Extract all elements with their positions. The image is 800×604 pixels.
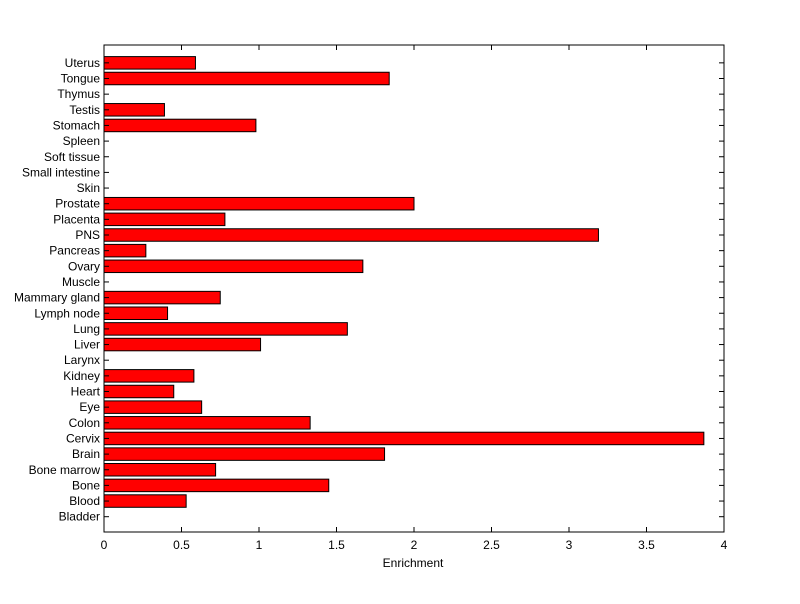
y-tick-label: Cervix — [66, 431, 100, 445]
y-tick-label: Larynx — [64, 353, 100, 367]
y-tick-label: Pancreas — [49, 244, 100, 258]
x-axis-label: Enrichment — [383, 556, 444, 570]
y-tick-label: Testis — [69, 103, 100, 117]
bar — [103, 478, 330, 493]
x-tick-label: 3 — [566, 538, 573, 552]
y-tick-label: Soft tissue — [44, 150, 100, 164]
x-tick-label: 1.5 — [328, 538, 345, 552]
y-tick-label: Lymph node — [34, 306, 100, 320]
y-tick-label: Colon — [69, 416, 100, 430]
y-tick-label: Thymus — [57, 87, 100, 101]
bar — [103, 259, 364, 274]
bar — [103, 196, 415, 211]
y-tick-label: Mammary gland — [14, 291, 100, 305]
y-tick-label: Uterus — [65, 56, 100, 70]
x-tick-label: 1 — [256, 538, 263, 552]
bar — [103, 447, 386, 461]
y-tick-label: Heart — [71, 385, 101, 399]
bar — [103, 322, 348, 336]
x-tick-label: 2.5 — [483, 538, 500, 552]
y-tick-label: Bone marrow — [29, 463, 101, 477]
y-tick-label: Small intestine — [22, 165, 100, 179]
y-tick-label: Muscle — [62, 275, 100, 289]
y-tick-label: PNS — [75, 228, 100, 242]
y-tick-label: Bladder — [59, 510, 100, 524]
y-tick-label: Blood — [69, 494, 100, 508]
ticks-layer — [103, 45, 725, 532]
bar — [103, 118, 257, 133]
bar — [103, 384, 175, 399]
y-tick-label: Kidney — [63, 369, 100, 383]
bar — [103, 212, 226, 227]
y-tick-label: Tongue — [61, 72, 101, 86]
bar — [103, 103, 165, 117]
x-tick-label: 2 — [411, 538, 418, 552]
bar — [103, 306, 169, 320]
bar — [103, 400, 203, 414]
bar — [103, 463, 217, 477]
plot-area-frame — [103, 44, 725, 533]
x-tick-label: 3.5 — [638, 538, 655, 552]
x-tick-label: 4 — [721, 538, 728, 552]
bar — [103, 369, 195, 383]
y-tick-label: Skin — [77, 181, 100, 195]
bar — [103, 416, 311, 430]
y-tick-label: Bone — [72, 478, 100, 492]
y-tick-label: Lung — [73, 322, 100, 336]
bar — [103, 56, 196, 70]
bar — [103, 431, 705, 446]
bar — [103, 494, 187, 508]
x-tick-label: 0 — [101, 538, 108, 552]
y-tick-label: Spleen — [63, 134, 100, 148]
y-tick-label: Ovary — [68, 259, 100, 273]
y-tick-label: Placenta — [53, 212, 100, 226]
y-tick-label: Brain — [72, 447, 100, 461]
y-tick-label: Liver — [74, 338, 100, 352]
bar — [103, 290, 221, 305]
bar — [103, 71, 390, 86]
x-tick-label: 0.5 — [173, 538, 190, 552]
y-tick-label: Eye — [79, 400, 100, 414]
bar — [103, 243, 147, 258]
bar — [103, 228, 599, 242]
y-tick-label: Prostate — [55, 197, 100, 211]
x-tick-labels: 0 0.5 1 1.5 2 2.5 3 3.5 4 — [101, 538, 728, 552]
bar — [103, 337, 262, 352]
y-tick-label: Stomach — [53, 118, 100, 132]
